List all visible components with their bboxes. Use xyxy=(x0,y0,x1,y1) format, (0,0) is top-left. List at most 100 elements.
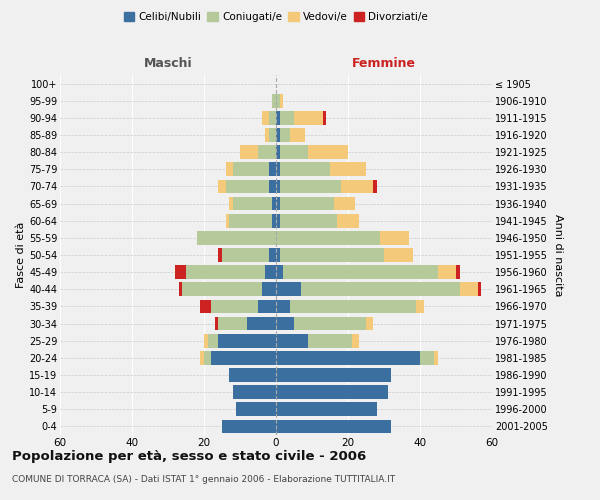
Bar xyxy=(269,128,276,142)
Bar xyxy=(308,146,348,159)
Bar xyxy=(276,351,420,364)
Bar xyxy=(226,214,229,228)
Bar xyxy=(240,146,258,159)
Bar xyxy=(460,282,478,296)
Bar xyxy=(276,402,377,416)
Bar xyxy=(262,111,269,124)
Bar xyxy=(272,196,276,210)
Bar xyxy=(276,214,280,228)
Bar xyxy=(294,111,323,124)
Bar xyxy=(301,282,460,296)
Text: COMUNE DI TORRACA (SA) - Dati ISTAT 1° gennaio 2006 - Elaborazione TUTTITALIA.IT: COMUNE DI TORRACA (SA) - Dati ISTAT 1° g… xyxy=(12,475,395,484)
Bar xyxy=(334,196,355,210)
Bar xyxy=(438,266,456,279)
Bar xyxy=(276,386,388,399)
Bar xyxy=(276,248,280,262)
Bar xyxy=(276,196,280,210)
Bar xyxy=(276,180,280,194)
Bar xyxy=(280,128,290,142)
Bar xyxy=(175,266,186,279)
Bar xyxy=(308,334,352,347)
Bar xyxy=(280,162,330,176)
Bar xyxy=(229,214,272,228)
Bar xyxy=(179,282,182,296)
Bar xyxy=(366,316,373,330)
Bar xyxy=(182,282,262,296)
Bar xyxy=(280,111,294,124)
Bar xyxy=(208,334,218,347)
Y-axis label: Fasce di età: Fasce di età xyxy=(16,222,26,288)
Text: Femmine: Femmine xyxy=(352,57,416,70)
Bar xyxy=(276,94,280,108)
Bar xyxy=(218,180,226,194)
Bar xyxy=(337,214,359,228)
Bar xyxy=(211,351,276,364)
Bar xyxy=(218,316,247,330)
Bar xyxy=(272,214,276,228)
Bar xyxy=(478,282,481,296)
Bar xyxy=(226,162,233,176)
Bar xyxy=(280,196,334,210)
Bar xyxy=(233,196,272,210)
Bar xyxy=(323,111,326,124)
Bar xyxy=(384,248,413,262)
Y-axis label: Anni di nascita: Anni di nascita xyxy=(553,214,563,296)
Bar xyxy=(204,351,211,364)
Bar xyxy=(280,248,384,262)
Bar xyxy=(197,231,276,244)
Bar xyxy=(211,300,258,314)
Bar xyxy=(269,111,276,124)
Bar xyxy=(233,386,276,399)
Bar xyxy=(341,180,373,194)
Bar xyxy=(330,162,366,176)
Bar xyxy=(276,420,391,434)
Bar xyxy=(276,282,301,296)
Bar xyxy=(218,334,276,347)
Bar xyxy=(290,300,416,314)
Bar xyxy=(222,420,276,434)
Bar xyxy=(373,180,377,194)
Bar xyxy=(380,231,409,244)
Bar xyxy=(280,146,308,159)
Bar xyxy=(236,402,276,416)
Bar xyxy=(272,94,276,108)
Bar xyxy=(416,300,424,314)
Bar xyxy=(280,214,337,228)
Bar xyxy=(262,282,276,296)
Bar xyxy=(200,300,211,314)
Bar xyxy=(276,368,391,382)
Bar xyxy=(280,94,283,108)
Bar xyxy=(280,180,341,194)
Bar xyxy=(420,351,434,364)
Bar xyxy=(276,146,280,159)
Bar xyxy=(294,316,366,330)
Bar xyxy=(258,300,276,314)
Text: Maschi: Maschi xyxy=(143,57,193,70)
Bar xyxy=(215,316,218,330)
Bar xyxy=(276,162,280,176)
Bar xyxy=(276,128,280,142)
Bar xyxy=(283,266,438,279)
Bar xyxy=(186,266,265,279)
Bar xyxy=(265,128,269,142)
Bar xyxy=(352,334,359,347)
Bar xyxy=(290,128,305,142)
Bar xyxy=(229,196,233,210)
Bar xyxy=(276,334,308,347)
Bar xyxy=(200,351,204,364)
Bar xyxy=(269,180,276,194)
Bar xyxy=(247,316,276,330)
Legend: Celibi/Nubili, Coniugati/e, Vedovi/e, Divorziati/e: Celibi/Nubili, Coniugati/e, Vedovi/e, Di… xyxy=(119,8,433,26)
Bar xyxy=(276,111,280,124)
Bar xyxy=(276,300,290,314)
Bar xyxy=(229,368,276,382)
Bar xyxy=(204,334,208,347)
Bar xyxy=(269,248,276,262)
Bar xyxy=(233,162,269,176)
Bar xyxy=(276,266,283,279)
Bar xyxy=(276,316,294,330)
Bar xyxy=(258,146,276,159)
Bar xyxy=(434,351,438,364)
Bar xyxy=(218,248,222,262)
Bar xyxy=(222,248,269,262)
